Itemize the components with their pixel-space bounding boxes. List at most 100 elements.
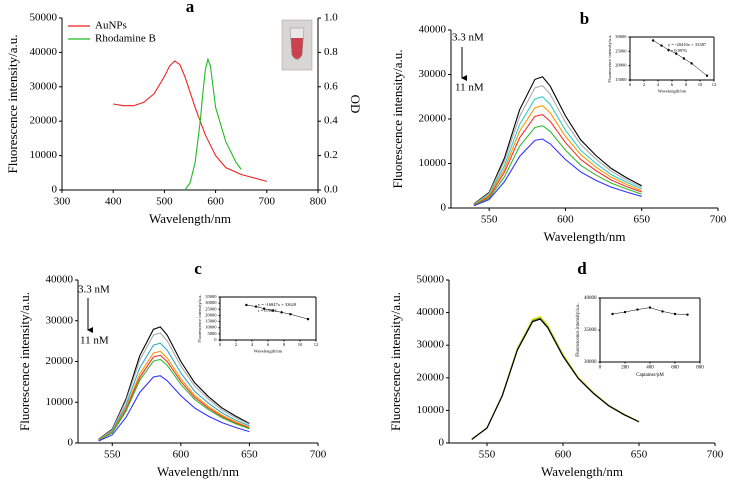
series-line <box>473 125 642 206</box>
series-line <box>98 358 250 442</box>
x-tick-label: 10 <box>698 82 703 87</box>
x-tick-label: 6 <box>671 82 674 87</box>
x-axis-label: Wavelength/nm <box>149 211 231 226</box>
x-axis-label: Wavelength/nm <box>157 464 239 479</box>
y-tick-label: 20000 <box>419 113 447 125</box>
y-tick-label: 20000 <box>615 63 627 68</box>
point <box>660 44 663 47</box>
series-line <box>98 354 250 442</box>
series-line <box>473 138 642 207</box>
x-tick-label: 700 <box>259 195 276 207</box>
x-tick-label: 2 <box>643 82 645 87</box>
panel-label: d <box>577 259 587 278</box>
x-tick-label: 6 <box>267 342 270 347</box>
x-axis-label: Wavelength/nm <box>658 89 687 94</box>
point <box>690 62 693 65</box>
annotation: y = -20410x + 33387 <box>668 42 707 47</box>
inset-chart: 0 200 400 600 800 30000 35000 40000 Captamer/pM F… <box>576 296 704 378</box>
x-tick-label: 12 <box>712 82 717 87</box>
x-tick-label: 300 <box>54 195 71 207</box>
x-tick-label: 600 <box>173 448 190 460</box>
x-tick-label: 4 <box>657 82 660 87</box>
x-tick-label: 650 <box>241 448 258 460</box>
y-tick-label: 40000 <box>46 274 74 286</box>
x-tick-label: 800 <box>696 366 704 371</box>
y-axis-label: Fluorescence intensity/a.u. <box>5 35 20 174</box>
point <box>651 39 655 42</box>
annotation: y = -16847x + 33620 <box>258 302 297 307</box>
y-axis-label: Fluorescence intensity/a.u. <box>607 34 612 82</box>
chart-panel: 300 400 500 600 700 800 0 10000 20000 30000 40000 5… <box>5 0 363 226</box>
annotation: r = 0.9944 <box>258 308 277 313</box>
point <box>280 311 283 314</box>
y-tick-label: 20000 <box>46 355 74 367</box>
panel-label: a <box>186 0 195 16</box>
series-line <box>98 350 250 441</box>
y-tick-label: 30000 <box>417 339 445 351</box>
x-tick-label: 650 <box>631 448 648 460</box>
x-tick-label: 0 <box>599 366 602 371</box>
x-tick-label: 600 <box>555 448 572 460</box>
x-axis-label: Wavelength/nm <box>254 349 283 354</box>
x-tick-label: 600 <box>207 195 224 207</box>
point <box>271 309 274 312</box>
point <box>675 52 678 55</box>
inset-chart: 0 2 4 6 8 10 12 15000 20000 25000 30000 Wavelength/… <box>607 34 716 94</box>
y-tick-label: 15000 <box>205 319 217 324</box>
x-tick-label: 8 <box>283 342 286 347</box>
x-axis-label: Wavelength/nm <box>544 229 626 244</box>
x-tick-label: 650 <box>633 213 650 225</box>
series-line <box>471 318 640 440</box>
y2-axis-label: OD <box>348 95 363 114</box>
series-line <box>473 85 642 205</box>
annotation: 11 nM <box>80 335 109 347</box>
y-tick-label: 20000 <box>417 371 445 383</box>
point <box>289 313 292 316</box>
point <box>611 312 614 316</box>
y-tick-label: 20000 <box>30 115 58 127</box>
x-tick-label: 10 <box>298 342 303 347</box>
y-axis-label: Fluorescence intensity/a.u. <box>17 292 32 431</box>
series-line <box>471 315 640 440</box>
series-line <box>184 57 242 191</box>
x-tick-label: 700 <box>707 448 724 460</box>
annotation: r = 0.9976 <box>668 48 687 53</box>
panel-label: b <box>580 9 589 28</box>
series-line <box>473 76 642 205</box>
y-axis-label: Fluorescence intensity/a.u. <box>576 303 581 356</box>
y-tick-label: 30000 <box>419 68 447 80</box>
x-tick-label: 4 <box>251 342 254 347</box>
y-tick-label: 40000 <box>417 306 445 318</box>
x-tick-label: 0 <box>629 82 632 87</box>
y2-tick-label: 0.6 <box>324 80 338 92</box>
x-axis-label: Wavelength/nm <box>541 464 623 479</box>
series-line <box>98 332 250 441</box>
x-tick-label: 12 <box>314 342 319 347</box>
annotation: 11 nM <box>455 82 484 94</box>
x-axis-label: Captamer/pM <box>636 373 664 378</box>
point <box>262 307 266 310</box>
panel-label: c <box>194 259 202 278</box>
x-tick-label: 400 <box>646 366 654 371</box>
y-tick-label: 30000 <box>615 34 627 39</box>
series-line <box>113 60 267 182</box>
legend-label: Rhodamine B <box>95 33 156 45</box>
y-tick-label: 10000 <box>205 325 217 330</box>
point <box>245 303 248 307</box>
y-tick-label: 0 <box>214 337 217 342</box>
y2-tick-label: 0.0 <box>324 184 338 196</box>
y-tick-label: 30000 <box>46 314 74 326</box>
annotation: 3.3 nM <box>452 32 484 44</box>
x-tick-label: 400 <box>105 195 122 207</box>
y-tick-label: 25000 <box>615 48 627 53</box>
y-tick-label: 10000 <box>30 149 58 161</box>
series-line <box>98 326 250 440</box>
annotation: 3.3 nM <box>78 284 110 296</box>
x-tick-label: 550 <box>104 448 121 460</box>
y-tick-label: 10000 <box>419 157 447 169</box>
point <box>306 317 310 321</box>
y-axis-label: Fluorescence intensity/a.u. <box>197 294 202 342</box>
y-tick-label: 0 <box>68 437 74 449</box>
y-tick-label: 35000 <box>584 328 597 333</box>
